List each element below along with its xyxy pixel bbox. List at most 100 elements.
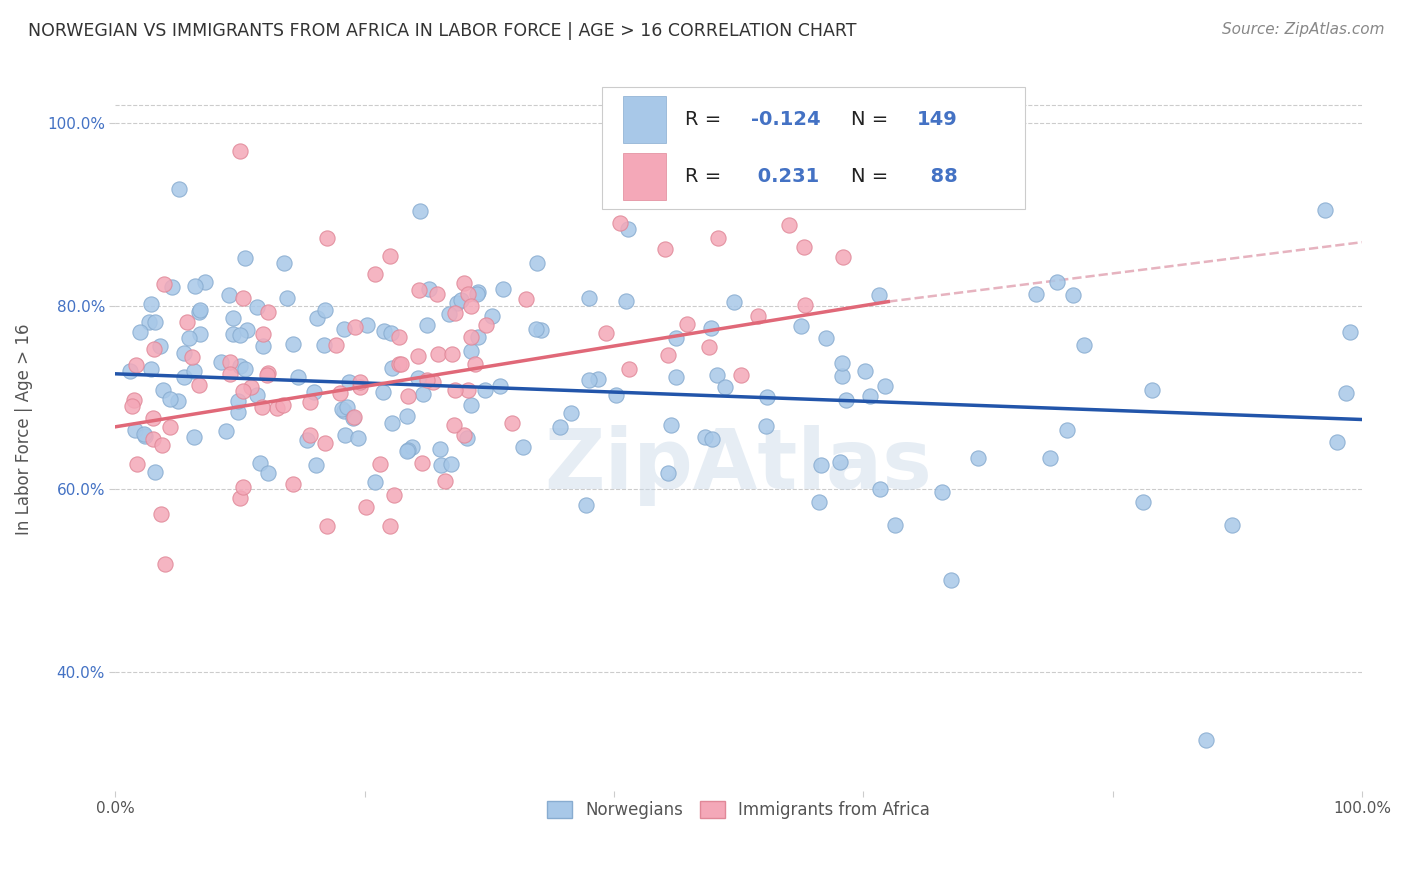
Point (354, 500, 377, 515)
Text: R =: R = (685, 168, 721, 186)
Point (295, 434, 318, 448)
Bar (623, 153, 666, 201)
Point (526, 322, 548, 336)
Point (188, 327, 211, 342)
Point (793, 240, 815, 254)
Point (152, 383, 174, 397)
Point (271, 398, 294, 412)
Point (139, 361, 162, 376)
Point (616, 294, 638, 309)
Point (1195, 733, 1218, 747)
Point (143, 315, 166, 329)
Point (460, 343, 482, 358)
Point (578, 373, 600, 387)
Point (232, 291, 254, 305)
Point (657, 466, 679, 480)
Point (456, 431, 478, 445)
Point (134, 428, 156, 442)
Point (193, 275, 215, 289)
Point (526, 256, 548, 270)
Point (512, 441, 534, 455)
Point (373, 324, 395, 338)
Point (702, 432, 724, 446)
Point (465, 286, 488, 301)
Point (299, 394, 322, 409)
Point (444, 384, 467, 398)
Point (329, 386, 352, 401)
Point (232, 384, 254, 398)
Point (575, 499, 598, 513)
Point (723, 294, 745, 309)
Point (707, 230, 730, 244)
Point (373, 385, 395, 400)
Point (173, 346, 195, 360)
Point (257, 467, 280, 481)
Point (159, 420, 181, 434)
Point (333, 404, 356, 418)
Point (276, 292, 298, 306)
Point (226, 405, 249, 419)
Point (1046, 275, 1069, 289)
Point (437, 306, 460, 320)
Point (183, 278, 205, 293)
Point (149, 508, 172, 522)
Point (578, 291, 600, 305)
Point (619, 362, 641, 376)
Point (453, 428, 475, 442)
Point (440, 457, 463, 471)
Point (457, 383, 479, 397)
Point (176, 315, 198, 329)
Bar (623, 95, 666, 143)
Point (150, 438, 173, 452)
Point (853, 364, 876, 378)
Point (142, 410, 165, 425)
Point (700, 321, 723, 335)
Point (489, 379, 512, 393)
Point (187, 305, 209, 319)
Point (312, 337, 335, 351)
Point (283, 476, 305, 491)
Point (1222, 518, 1244, 533)
Point (422, 375, 444, 389)
Point (657, 348, 679, 362)
Point (388, 330, 411, 344)
Point (229, 144, 252, 158)
Point (586, 372, 609, 386)
Point (159, 392, 181, 407)
Point (706, 368, 728, 382)
Point (1056, 424, 1078, 438)
Point (138, 315, 160, 329)
Point (344, 319, 367, 334)
Point (595, 326, 617, 340)
Text: NORWEGIAN VS IMMIGRANTS FROM AFRICA IN LABOR FORCE | AGE > 16 CORRELATION CHART: NORWEGIAN VS IMMIGRANTS FROM AFRICA IN L… (28, 22, 856, 40)
Point (252, 339, 274, 353)
Point (364, 268, 387, 282)
Y-axis label: In Labor Force | Age > 16: In Labor Force | Age > 16 (15, 324, 32, 535)
Point (380, 361, 402, 376)
Point (240, 380, 263, 394)
Point (406, 371, 429, 385)
Point (661, 417, 683, 432)
Point (415, 373, 437, 387)
Point (226, 393, 249, 408)
Point (167, 182, 190, 196)
Point (1062, 288, 1084, 302)
Text: 88: 88 (917, 168, 957, 186)
Point (755, 419, 778, 434)
Point (474, 383, 496, 397)
Point (209, 355, 232, 369)
Point (395, 443, 418, 458)
Point (398, 389, 420, 403)
Point (1334, 386, 1357, 401)
Point (1339, 325, 1361, 339)
Point (342, 410, 364, 425)
Point (875, 379, 897, 393)
Point (605, 388, 627, 402)
Text: 149: 149 (917, 110, 957, 128)
Point (314, 302, 336, 317)
Point (1313, 203, 1336, 218)
Point (831, 356, 853, 370)
Legend: Norwegians, Immigrants from Africa: Norwegians, Immigrants from Africa (540, 794, 936, 826)
Point (408, 283, 430, 297)
Point (401, 441, 423, 455)
